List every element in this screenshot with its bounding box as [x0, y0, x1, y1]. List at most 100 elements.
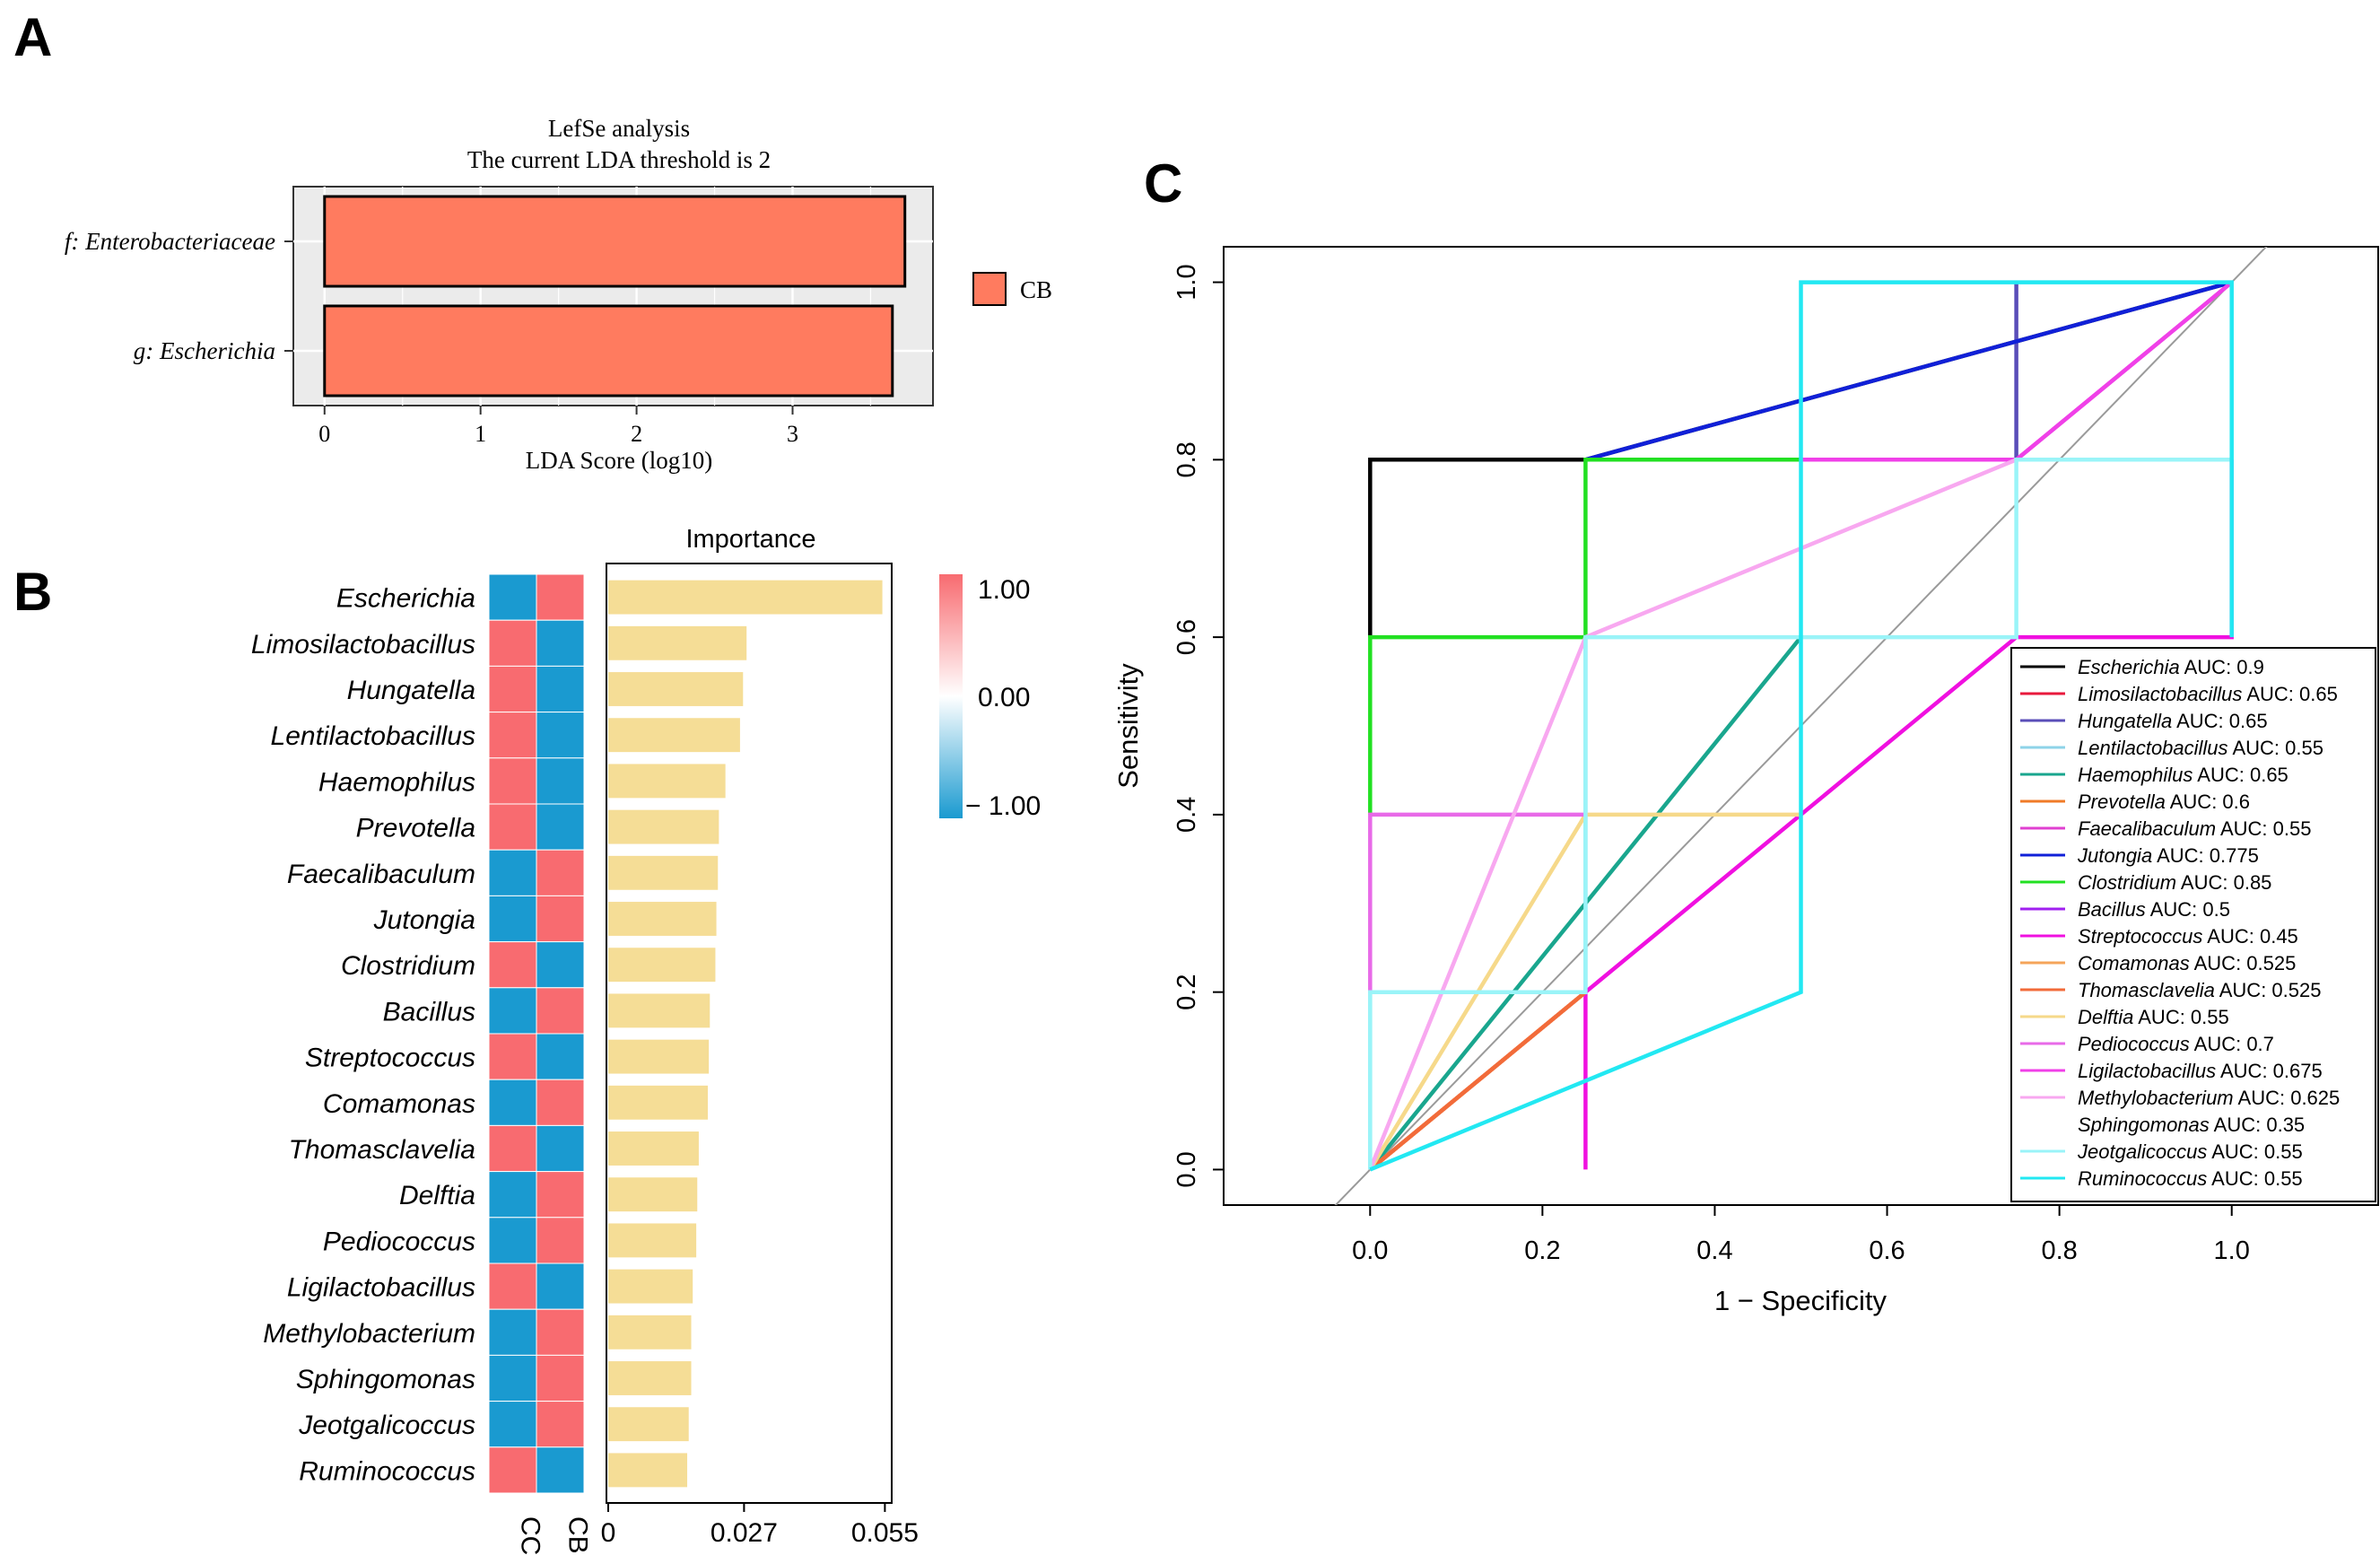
- roc-legend-auc: AUC: 0.45: [2202, 925, 2297, 948]
- importance-bar: [608, 1453, 688, 1488]
- roc-x-tick-label: 0.4: [1696, 1236, 1732, 1265]
- roc-x-tick-label: 0.8: [2041, 1236, 2077, 1265]
- heatmap-cell: [536, 895, 585, 943]
- heatmap-row-label: Prevotella: [356, 814, 475, 843]
- panel-letter-c: C: [1144, 153, 1182, 214]
- lefse-bars: [323, 195, 907, 397]
- heatmap-cell: [536, 1033, 585, 1080]
- lefse-bar: [323, 304, 894, 397]
- importance-bar: [608, 1269, 693, 1304]
- heatmap-row-label: Hungatella: [347, 676, 475, 705]
- roc-legend-entry: Thomasclavelia AUC: 0.525: [2078, 979, 2321, 1001]
- importance-x-tick-label: 0.027: [711, 1518, 778, 1548]
- heatmap-cell: [536, 1079, 585, 1126]
- roc-legend-name: Faecalibaculum: [2078, 817, 2216, 840]
- heatmap-cell: [488, 665, 537, 713]
- roc-legend-name: Clostridium: [2078, 871, 2176, 894]
- roc-legend-auc: AUC: 0.65: [2242, 683, 2337, 705]
- roc-legend-name: Delftia: [2078, 1006, 2133, 1028]
- heatmap-row-label: Jutongia: [373, 905, 475, 935]
- heatmap-cell: [536, 1171, 585, 1219]
- roc-y-tick-label: 0.0: [1173, 1151, 1201, 1187]
- roc-legend-entry: Delftia AUC: 0.55: [2078, 1006, 2229, 1028]
- heatmap-cell: [488, 1446, 537, 1494]
- roc-legend: Escherichia AUC: 0.9 Limosilactobacillus …: [2020, 656, 2340, 1190]
- heatmap-row-label: Comamonas: [323, 1089, 475, 1119]
- heatmap-row-label: Faecalibaculum: [287, 860, 475, 889]
- heatmap-cell: [536, 803, 585, 851]
- roc-legend-entry: Bacillus AUC: 0.5: [2078, 898, 2230, 921]
- roc-legend-auc: AUC: 0.775: [2152, 844, 2259, 867]
- roc-legend-auc: AUC: 0.55: [2133, 1006, 2228, 1028]
- roc-y-tick-label: 0.8: [1173, 441, 1201, 477]
- roc-legend-entry: Limosilactobacillus AUC: 0.65: [2078, 683, 2338, 705]
- roc-curve: [1369, 280, 2234, 1172]
- lefse-y-labels: f: Enterobacteriaceae g: Escherichia: [65, 228, 293, 364]
- heatmap-cell: [536, 757, 585, 805]
- importance-plot-frame: [606, 563, 893, 1504]
- importance-x-tick-label: 0: [601, 1518, 616, 1548]
- roc-legend-name: Sphingomonas: [2078, 1114, 2210, 1136]
- lefse-subtitle: The current LDA threshold is 2: [467, 146, 771, 173]
- roc-legend-entry: Haemophilus AUC: 0.65: [2078, 764, 2288, 786]
- heatmap-row-label: Sphingomonas: [296, 1365, 475, 1394]
- roc-legend-auc: AUC: 0.65: [2193, 764, 2288, 786]
- heatmap-row-label: Delftia: [399, 1181, 475, 1210]
- roc-legend-name: Jeotgalicoccus: [2077, 1140, 2207, 1163]
- heatmap-row-label: Methylobacterium: [263, 1319, 475, 1349]
- importance-bar: [608, 1315, 692, 1350]
- importance-bar: [608, 580, 883, 615]
- importance-bar: [608, 1407, 689, 1442]
- heatmap-row-label: Lentilactobacillus: [271, 721, 475, 751]
- roc-legend-name: Ligilactobacillus: [2078, 1060, 2216, 1082]
- roc-x-axis-label: 1 − Specificity: [1714, 1285, 1887, 1316]
- roc-legend-entry: Clostridium AUC: 0.85: [2078, 871, 2271, 894]
- lefse-x-tick-label: 2: [631, 421, 642, 447]
- heatmap-row-label: Escherichia: [336, 584, 475, 614]
- importance-bar: [608, 948, 716, 983]
- lefse-x-tick-label: 1: [475, 421, 486, 447]
- importance-bar: [608, 672, 744, 706]
- heatmap-cell: [488, 895, 537, 943]
- roc-legend-entry: Jeotgalicoccus AUC: 0.55: [2077, 1140, 2303, 1163]
- roc-legend-entry: Lentilactobacillus AUC: 0.55: [2078, 737, 2323, 759]
- heatmap-column-labels: CC CB: [516, 1516, 593, 1555]
- roc-legend-auc: AUC: 0.6: [2166, 791, 2250, 813]
- roc-legend-auc: AUC: 0.7: [2190, 1033, 2274, 1055]
- roc-legend-entry: Pediococcus AUC: 0.7: [2078, 1033, 2274, 1055]
- roc-legend-name: Prevotella: [2078, 791, 2166, 813]
- lefse-x-axis-label: LDA Score (log10): [526, 447, 712, 474]
- roc-legend-auc: AUC: 0.85: [2176, 871, 2271, 894]
- panel-letter-b: B: [13, 562, 52, 622]
- importance-bar: [608, 718, 740, 753]
- heatmap-cell: [536, 1262, 585, 1310]
- roc-legend-auc: AUC: 0.55: [2228, 737, 2323, 759]
- roc-legend-name: Haemophilus: [2078, 764, 2193, 786]
- heatmap-cell: [488, 803, 537, 851]
- lefse-y-label: g: Escherichia: [134, 337, 275, 364]
- heatmap-cell: [536, 849, 585, 896]
- heatmap-row-label: Bacillus: [383, 997, 475, 1026]
- heatmap-cell: [488, 1171, 537, 1219]
- roc-legend-entry: Prevotella AUC: 0.6: [2078, 791, 2250, 813]
- roc-legend-name: Ruminococcus: [2078, 1167, 2207, 1190]
- roc-legend-entry: Ruminococcus AUC: 0.55: [2078, 1167, 2303, 1190]
- roc-legend-auc: AUC: 0.9: [2180, 656, 2264, 678]
- heatmap-cell: [536, 619, 585, 667]
- roc-x-tick-label: 1.0: [2214, 1236, 2250, 1265]
- importance-bar: [608, 855, 719, 890]
- roc-y-tick-label: 1.0: [1173, 264, 1201, 300]
- heatmap-row-label: Haemophilus: [318, 767, 475, 797]
- roc-legend-name: Lentilactobacillus: [2078, 737, 2228, 759]
- roc-legend-entry: Ligilactobacillus AUC: 0.675: [2078, 1060, 2323, 1082]
- heatmap-cell: [536, 1354, 585, 1402]
- roc-x-tick-label: 0.6: [1869, 1236, 1905, 1265]
- importance-x-tick-label: 0.055: [851, 1518, 919, 1548]
- roc-curve: [1584, 280, 2233, 462]
- heatmap-row-label: Thomasclavelia: [289, 1135, 475, 1165]
- roc-legend-name: Bacillus: [2078, 898, 2146, 921]
- roc-legend-auc: AUC: 0.675: [2216, 1060, 2323, 1082]
- heatmap-column-label: CB: [563, 1516, 593, 1554]
- roc-x-tick-label: 0.2: [1524, 1236, 1560, 1265]
- heatmap-cell: [488, 1124, 537, 1173]
